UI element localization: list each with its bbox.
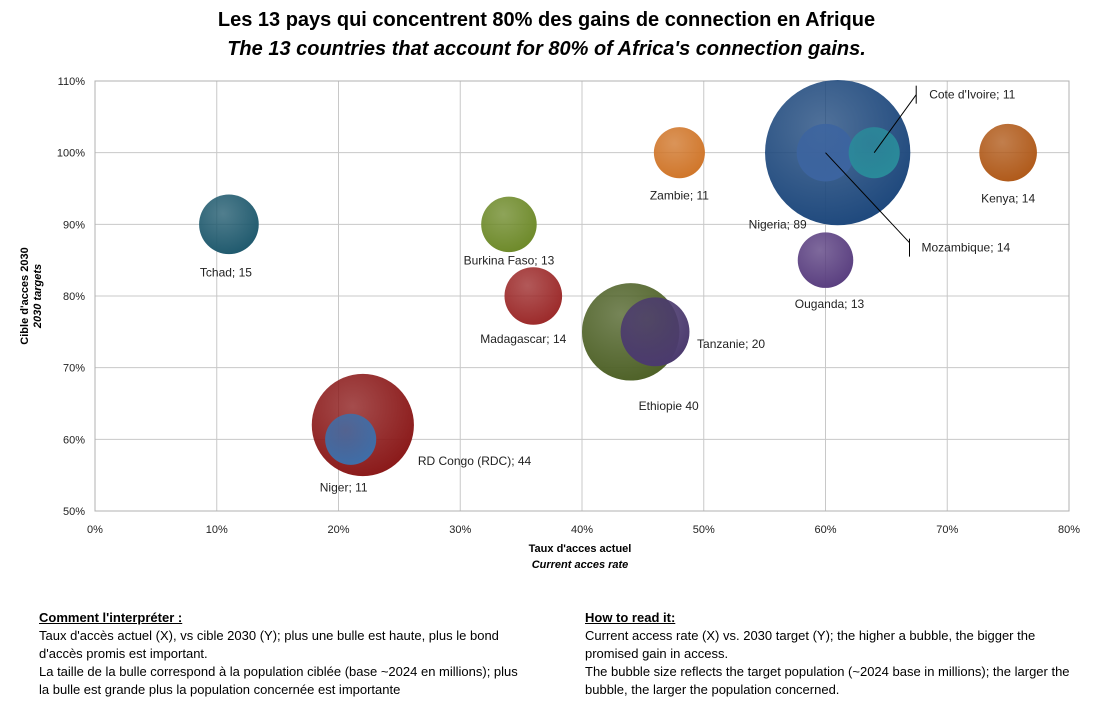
bubble-chart: 0% 10% 20% 30% 40% 50% 60% 70% 80% 50% 60% 70% 80% 90… bbox=[57, 76, 1080, 536]
bubble bbox=[797, 232, 854, 288]
x-tick-label: 50% bbox=[693, 524, 715, 536]
data-label: Madagascar; 14 bbox=[480, 332, 566, 346]
note-heading-en: How to read it: bbox=[585, 610, 676, 625]
note-heading-fr: Comment l'interpréter : bbox=[39, 610, 183, 625]
data-label: Tchad; 15 bbox=[200, 265, 252, 279]
bubble bbox=[620, 297, 690, 367]
leader-line bbox=[825, 152, 910, 244]
bubble bbox=[653, 127, 705, 179]
y-axis-label-en: 2030 targets bbox=[32, 263, 44, 329]
bubble bbox=[504, 267, 563, 325]
data-label: Tanzanie; 20 bbox=[697, 337, 765, 351]
data-label: Mozambique; 14 bbox=[922, 241, 1011, 255]
y-axis-title: Cible d'acces 2030 2030 targets bbox=[19, 196, 45, 396]
y-tick-label: 50% bbox=[63, 506, 85, 518]
note-line-fr-1: Taux d'accès actuel (X), vs cible 2030 (… bbox=[39, 628, 499, 661]
note-line-fr-2: La taille de la bulle correspond à la po… bbox=[39, 664, 518, 697]
y-tick-label: 80% bbox=[63, 291, 85, 303]
y-tick-label: 110% bbox=[58, 76, 86, 88]
data-label: Kenya; 14 bbox=[981, 192, 1035, 206]
x-tick-label: 40% bbox=[571, 524, 593, 536]
chart-title-fr: Les 13 pays qui concentrent 80% des gain… bbox=[217, 9, 876, 31]
x-tick-label: 60% bbox=[814, 524, 836, 536]
x-axis-label: Taux d'acces actuel bbox=[528, 543, 632, 555]
data-label: Ouganda; 13 bbox=[795, 297, 865, 311]
data-label: Cote d'Ivoire; 11 bbox=[929, 88, 1015, 102]
data-label: Niger; 11 bbox=[320, 480, 368, 494]
x-tick-label: 30% bbox=[449, 524, 471, 536]
data-label: RD Congo (RDC); 44 bbox=[418, 454, 532, 468]
data-label: Zambie; 11 bbox=[650, 189, 709, 203]
y-axis-label: Cible d'acces 2030 bbox=[19, 247, 31, 345]
leader-line bbox=[873, 94, 917, 153]
data-label: Ethiopie 40 bbox=[639, 399, 699, 413]
x-tick-label: 70% bbox=[936, 524, 958, 536]
reading-note-en: How to read it: Current access rate (X) … bbox=[585, 609, 1075, 699]
y-tick-label: 60% bbox=[63, 434, 85, 446]
data-label: Burkina Faso; 13 bbox=[464, 253, 555, 267]
x-tick-label: 0% bbox=[87, 524, 103, 536]
y-tick-label: 90% bbox=[63, 219, 85, 231]
reading-note-fr: Comment l'interpréter : Taux d'accès act… bbox=[39, 609, 529, 699]
x-tick-label: 10% bbox=[206, 524, 228, 536]
x-axis-title: Taux d'acces actuel Current acces rate bbox=[480, 541, 680, 573]
note-line-en-1: Current access rate (X) vs. 2030 target … bbox=[585, 628, 1036, 661]
x-axis-label-en: Current acces rate bbox=[531, 559, 629, 571]
chart-title-en: The 13 countries that account for 80% of… bbox=[227, 38, 866, 60]
bubble bbox=[979, 123, 1037, 182]
x-tick-label: 80% bbox=[1058, 524, 1080, 536]
data-label: Nigeria; 89 bbox=[749, 218, 807, 232]
x-tick-label: 20% bbox=[327, 524, 349, 536]
note-line-en-2: The bubble size reflects the target popu… bbox=[585, 664, 1070, 697]
bubble bbox=[481, 196, 537, 253]
bubble bbox=[199, 194, 259, 255]
plot-area bbox=[94, 80, 1070, 512]
y-tick-label: 100% bbox=[57, 148, 85, 160]
bubble bbox=[325, 413, 377, 465]
y-tick-label: 70% bbox=[63, 363, 85, 375]
